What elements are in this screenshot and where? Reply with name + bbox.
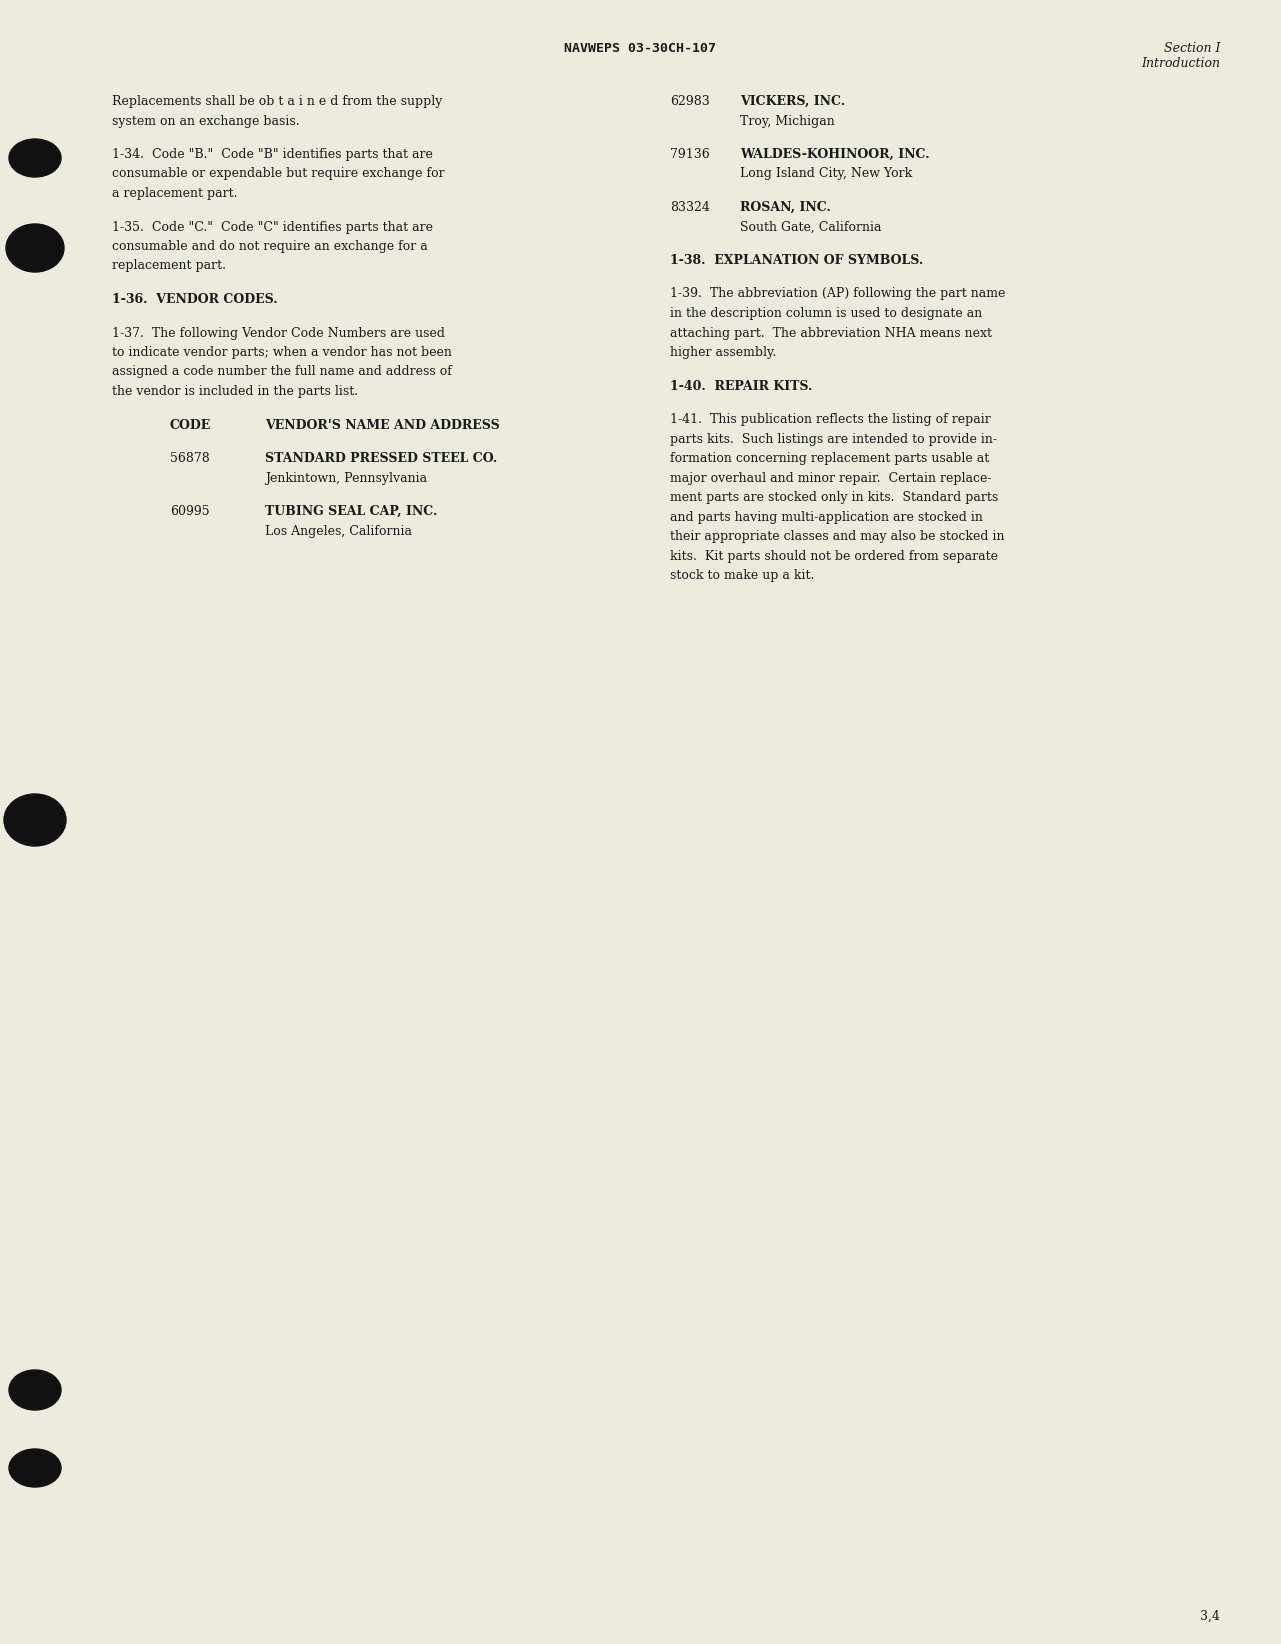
Text: and parts having multi-application are stocked in: and parts having multi-application are s… — [670, 511, 983, 523]
Text: kits.  Kit parts should not be ordered from separate: kits. Kit parts should not be ordered fr… — [670, 549, 998, 562]
Text: VICKERS, INC.: VICKERS, INC. — [740, 95, 845, 109]
Text: in the description column is used to designate an: in the description column is used to des… — [670, 307, 983, 321]
Text: system on an exchange basis.: system on an exchange basis. — [111, 115, 300, 128]
Text: 1-37.  The following Vendor Code Numbers are used: 1-37. The following Vendor Code Numbers … — [111, 327, 445, 340]
Text: formation concerning replacement parts usable at: formation concerning replacement parts u… — [670, 452, 989, 465]
Text: Section I: Section I — [1163, 43, 1220, 54]
Text: 3,4: 3,4 — [1200, 1609, 1220, 1623]
Text: Long Island City, New York: Long Island City, New York — [740, 168, 912, 181]
Text: 1-36.  VENDOR CODES.: 1-36. VENDOR CODES. — [111, 293, 278, 306]
Text: Jenkintown, Pennsylvania: Jenkintown, Pennsylvania — [265, 472, 427, 485]
Text: assigned a code number the full name and address of: assigned a code number the full name and… — [111, 365, 452, 378]
Text: TUBING SEAL CAP, INC.: TUBING SEAL CAP, INC. — [265, 505, 437, 518]
Text: attaching part.  The abbreviation NHA means next: attaching part. The abbreviation NHA mea… — [670, 327, 991, 340]
Text: the vendor is included in the parts list.: the vendor is included in the parts list… — [111, 385, 359, 398]
Text: 1-34.  Code "B."  Code "B" identifies parts that are: 1-34. Code "B." Code "B" identifies part… — [111, 148, 433, 161]
Text: 1-35.  Code "C."  Code "C" identifies parts that are: 1-35. Code "C." Code "C" identifies part… — [111, 220, 433, 233]
Text: NAVWEPS 03-30CH-107: NAVWEPS 03-30CH-107 — [564, 43, 716, 54]
Text: consumable or expendable but require exchange for: consumable or expendable but require exc… — [111, 168, 445, 181]
Text: stock to make up a kit.: stock to make up a kit. — [670, 569, 815, 582]
Text: 56878: 56878 — [170, 452, 210, 465]
Text: ment parts are stocked only in kits.  Standard parts: ment parts are stocked only in kits. Sta… — [670, 492, 998, 505]
Text: higher assembly.: higher assembly. — [670, 345, 776, 358]
Text: STANDARD PRESSED STEEL CO.: STANDARD PRESSED STEEL CO. — [265, 452, 497, 465]
Text: Introduction: Introduction — [1141, 58, 1220, 71]
Text: 1-40.  REPAIR KITS.: 1-40. REPAIR KITS. — [670, 380, 812, 393]
Text: CODE: CODE — [170, 419, 211, 431]
Text: 79136: 79136 — [670, 148, 710, 161]
Ellipse shape — [4, 794, 67, 847]
Text: 1-41.  This publication reflects the listing of repair: 1-41. This publication reflects the list… — [670, 413, 990, 426]
Text: consumable and do not require an exchange for a: consumable and do not require an exchang… — [111, 240, 428, 253]
Text: Los Angeles, California: Los Angeles, California — [265, 524, 412, 538]
Text: VENDOR'S NAME AND ADDRESS: VENDOR'S NAME AND ADDRESS — [265, 419, 500, 431]
Text: ROSAN, INC.: ROSAN, INC. — [740, 201, 831, 214]
Text: replacement part.: replacement part. — [111, 260, 225, 273]
Text: 60995: 60995 — [170, 505, 210, 518]
Text: 83324: 83324 — [670, 201, 710, 214]
Ellipse shape — [9, 1448, 61, 1488]
Ellipse shape — [9, 1369, 61, 1411]
Ellipse shape — [9, 140, 61, 178]
Text: parts kits.  Such listings are intended to provide in-: parts kits. Such listings are intended t… — [670, 432, 997, 446]
Text: 62983: 62983 — [670, 95, 710, 109]
Text: South Gate, California: South Gate, California — [740, 220, 881, 233]
Text: their appropriate classes and may also be stocked in: their appropriate classes and may also b… — [670, 529, 1004, 543]
Text: a replacement part.: a replacement part. — [111, 187, 237, 201]
Ellipse shape — [6, 224, 64, 271]
Text: major overhaul and minor repair.  Certain replace-: major overhaul and minor repair. Certain… — [670, 472, 991, 485]
Text: Replacements shall be ob t a i n e d from the supply: Replacements shall be ob t a i n e d fro… — [111, 95, 442, 109]
Text: 1-38.  EXPLANATION OF SYMBOLS.: 1-38. EXPLANATION OF SYMBOLS. — [670, 255, 924, 266]
Text: Troy, Michigan: Troy, Michigan — [740, 115, 835, 128]
Text: 1-39.  The abbreviation (AP) following the part name: 1-39. The abbreviation (AP) following th… — [670, 288, 1006, 301]
Text: WALDES-KOHINOOR, INC.: WALDES-KOHINOOR, INC. — [740, 148, 930, 161]
Text: to indicate vendor parts; when a vendor has not been: to indicate vendor parts; when a vendor … — [111, 345, 452, 358]
